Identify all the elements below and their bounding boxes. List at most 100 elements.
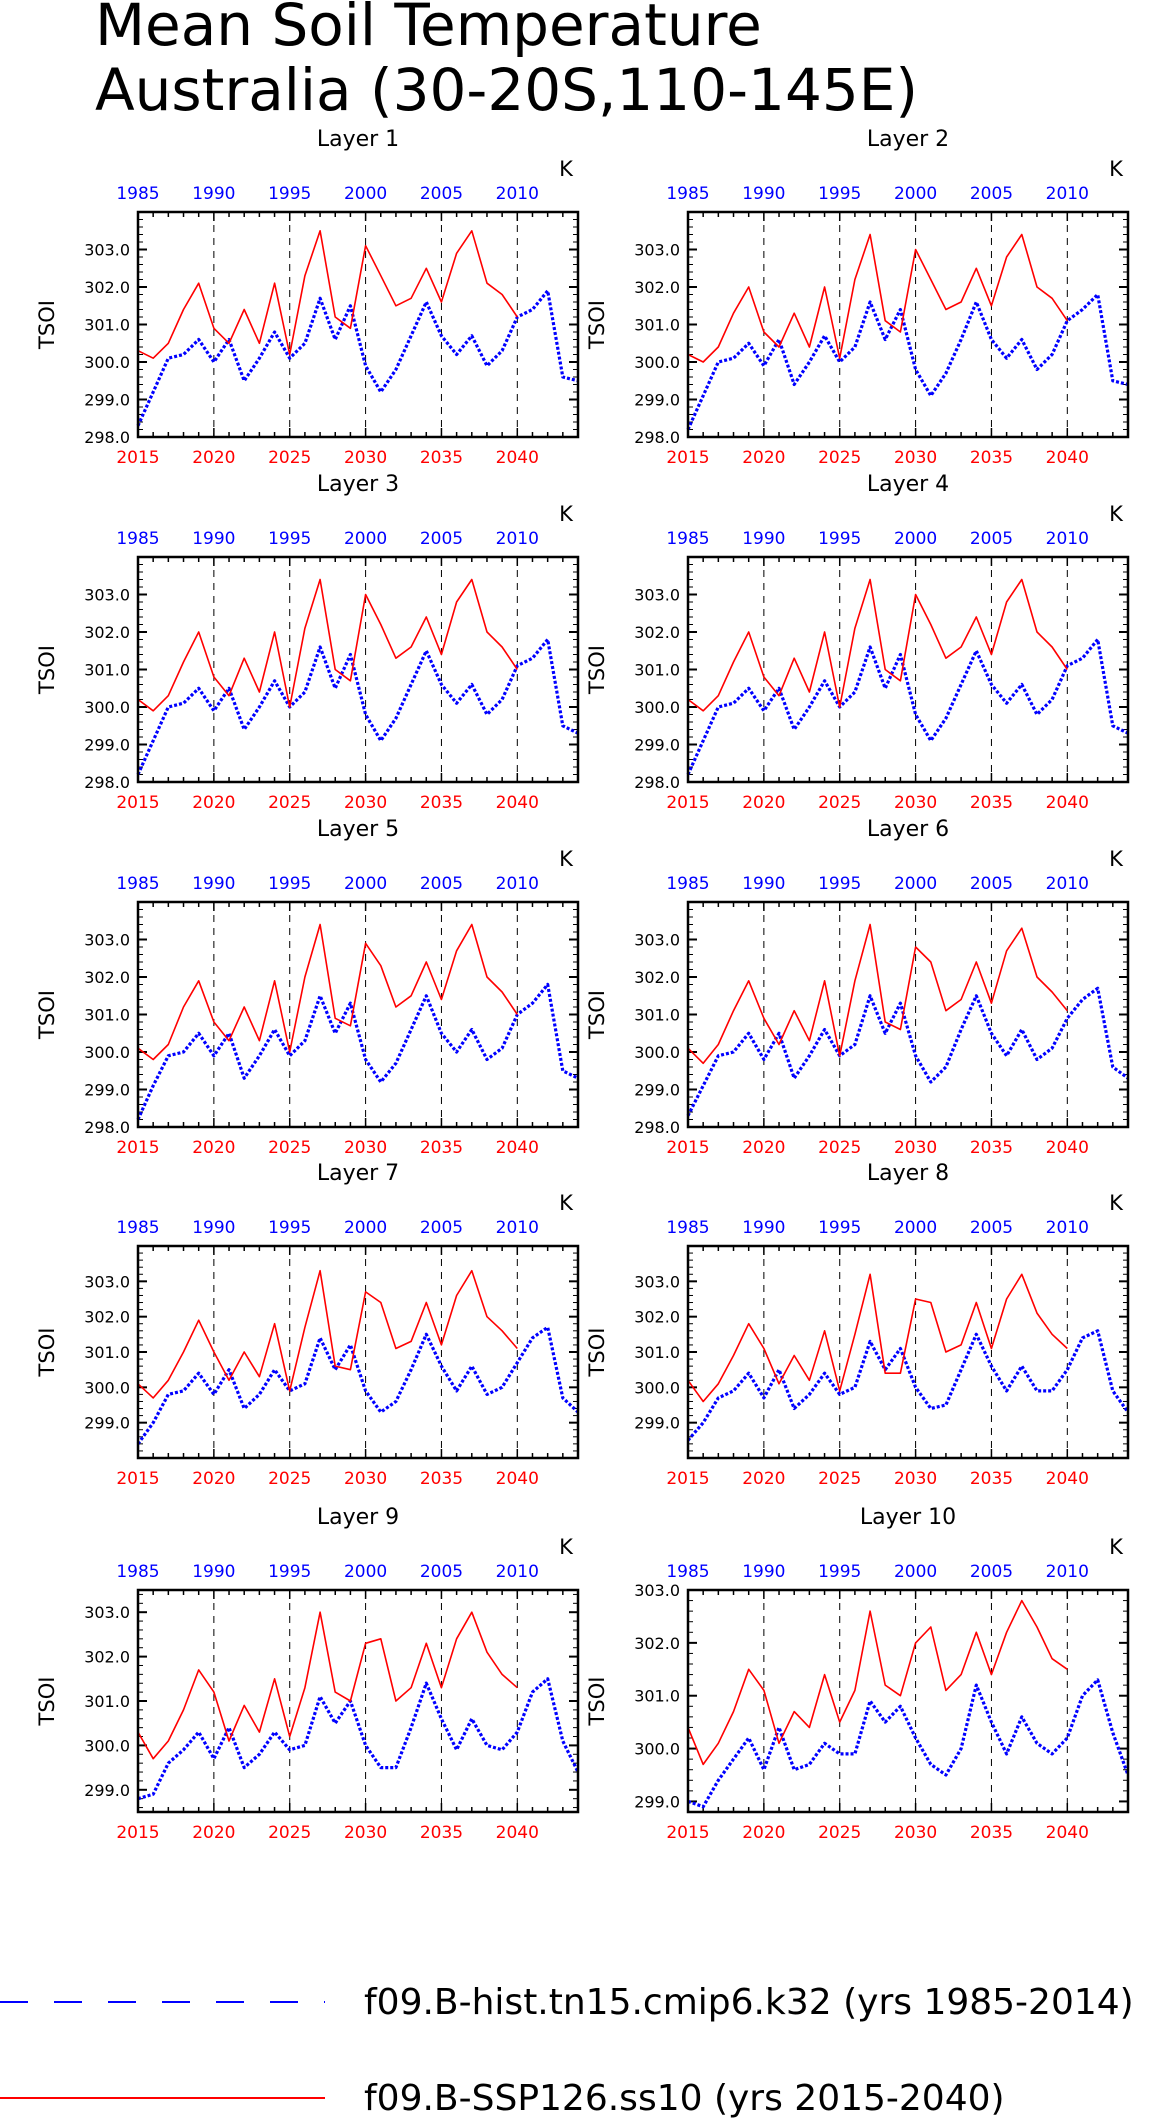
y-axis-label: TSOI [585, 1328, 609, 1378]
y-tick-label: 300.0 [634, 698, 680, 717]
y-tick-label: 300.0 [634, 1740, 680, 1759]
y-tick-label: 299.0 [634, 391, 680, 410]
plot-frame [136, 1244, 580, 1460]
x-top-tick-label: 2005 [970, 529, 1013, 549]
plot-frame [686, 1588, 1130, 1814]
chart-panel-5: Layer 5 K TSOI 298.0 299.0 300.0 301.0 302.0 303… [35, 817, 580, 1158]
x-bottom-tick-label: 2030 [894, 1469, 937, 1489]
series-line-hist [686, 986, 1129, 1117]
x-top-tick-label: 1985 [666, 184, 709, 204]
x-top-tick-label: 2000 [894, 874, 937, 894]
x-bottom-tick-label: 2025 [818, 1469, 861, 1489]
x-bottom-tick-label: 2025 [268, 1823, 311, 1843]
units-label: K [559, 1535, 574, 1559]
y-tick-label: 298.0 [634, 773, 680, 792]
series-line-ssp [687, 578, 1068, 712]
panel-title: Layer 2 [867, 127, 949, 152]
x-top-tick-label: 1985 [116, 1562, 159, 1582]
series-line-ssp [137, 923, 518, 1061]
panel-title: Layer 6 [867, 817, 949, 842]
y-tick-label: 301.0 [84, 1343, 130, 1362]
y-axis-label: TSOI [35, 1677, 59, 1727]
x-top-tick-label: 2010 [1046, 1562, 1089, 1582]
x-top-tick-label: 1995 [818, 529, 861, 549]
chart-panel-8: Layer 8 K TSOI 299.0 300.0 301.0 302.0 303.0 201… [585, 1161, 1130, 1489]
x-top-tick-label: 1990 [192, 1562, 235, 1582]
x-bottom-tick-label: 2020 [192, 1823, 235, 1843]
x-bottom-tick-label: 2040 [1046, 1823, 1089, 1843]
x-bottom-tick-label: 2020 [192, 1138, 235, 1158]
x-top-tick-label: 2000 [344, 1218, 387, 1238]
y-tick-label: 301.0 [634, 316, 680, 335]
y-tick-label: 301.0 [634, 1006, 680, 1025]
y-tick-label: 303.0 [84, 241, 130, 260]
x-top-tick-label: 2000 [894, 184, 937, 204]
x-bottom-tick-label: 2030 [344, 1138, 387, 1158]
x-bottom-tick-label: 2035 [970, 448, 1013, 468]
y-tick-label: 302.0 [634, 1308, 680, 1327]
x-top-tick-label: 2010 [496, 184, 539, 204]
x-bottom-tick-label: 2040 [1046, 793, 1089, 813]
series-line-hist [686, 292, 1129, 431]
x-bottom-tick-label: 2035 [970, 1138, 1013, 1158]
x-bottom-tick-label: 2035 [970, 1823, 1013, 1843]
x-bottom-tick-label: 2020 [742, 793, 785, 813]
series-line-hist [686, 1329, 1130, 1442]
chart-panel-2: Layer 2 K TSOI 298.0 299.0 300.0 301.0 302.0 303… [585, 127, 1130, 468]
y-tick-label: 300.0 [634, 1378, 680, 1397]
y-tick-label: 300.0 [84, 353, 130, 372]
series-line-ssp [137, 1269, 518, 1399]
y-tick-label: 302.0 [634, 1634, 680, 1653]
series-line-ssp [687, 1273, 1068, 1403]
series-line-hist [686, 637, 1129, 776]
x-top-tick-label: 2005 [420, 1218, 463, 1238]
y-tick-label: 302.0 [84, 968, 130, 987]
y-axis-label: TSOI [585, 645, 609, 695]
x-bottom-tick-label: 2025 [268, 1469, 311, 1489]
chart-panel-10: Layer 10 K TSOI 299.0 300.0 301.0 302.0 303.0 20… [585, 1505, 1130, 1843]
panel-title: Layer 3 [317, 472, 399, 497]
panel-title: Layer 10 [860, 1505, 956, 1530]
x-bottom-tick-label: 2035 [970, 1469, 1013, 1489]
x-top-tick-label: 2005 [420, 1562, 463, 1582]
x-top-tick-label: 2000 [894, 1218, 937, 1238]
x-bottom-tick-label: 2035 [420, 793, 463, 813]
x-bottom-tick-label: 2030 [894, 1138, 937, 1158]
units-label: K [559, 157, 574, 181]
x-bottom-tick-label: 2025 [818, 1823, 861, 1843]
chart-panel-3: Layer 3 K TSOI 298.0 299.0 300.0 301.0 302.0 303… [35, 472, 580, 813]
y-tick-label: 303.0 [84, 586, 130, 605]
x-top-tick-label: 2005 [420, 529, 463, 549]
y-tick-label: 300.0 [84, 1043, 130, 1062]
x-top-tick-label: 1990 [742, 184, 785, 204]
chart-panel-7: Layer 7 K TSOI 299.0 300.0 301.0 302.0 303.0 201… [35, 1161, 580, 1489]
y-tick-label: 302.0 [634, 968, 680, 987]
x-bottom-tick-label: 2020 [742, 1469, 785, 1489]
y-tick-label: 300.0 [84, 1736, 130, 1755]
x-bottom-tick-label: 2025 [818, 1138, 861, 1158]
x-bottom-tick-label: 2015 [666, 1138, 709, 1158]
panels: Layer 1 K TSOI 298.0 299.0 300.0 301.0 302.0 303… [35, 127, 1130, 1843]
y-tick-label: 303.0 [634, 931, 680, 950]
plot-frame [136, 555, 580, 784]
series-line-hist [136, 982, 579, 1121]
x-bottom-tick-label: 2015 [116, 448, 159, 468]
panel-title: Layer 7 [317, 1161, 399, 1186]
chart-panel-6: Layer 6 K TSOI 298.0 299.0 300.0 301.0 302.0 303… [585, 817, 1130, 1158]
panel-title: Layer 8 [867, 1161, 949, 1186]
x-bottom-tick-label: 2035 [420, 1469, 463, 1489]
x-top-tick-label: 1995 [268, 1218, 311, 1238]
y-axis-label: TSOI [585, 300, 609, 350]
x-bottom-tick-label: 2025 [268, 448, 311, 468]
x-top-tick-label: 1985 [116, 874, 159, 894]
x-bottom-tick-label: 2020 [742, 1138, 785, 1158]
y-tick-label: 302.0 [84, 623, 130, 642]
x-top-tick-label: 2010 [1046, 1218, 1089, 1238]
x-top-tick-label: 1995 [818, 1562, 861, 1582]
series-line-ssp [687, 233, 1068, 363]
x-bottom-tick-label: 2015 [666, 1469, 709, 1489]
x-bottom-tick-label: 2035 [970, 793, 1013, 813]
y-tick-label: 302.0 [84, 278, 130, 297]
y-tick-label: 299.0 [634, 736, 680, 755]
x-top-tick-label: 2010 [1046, 184, 1089, 204]
